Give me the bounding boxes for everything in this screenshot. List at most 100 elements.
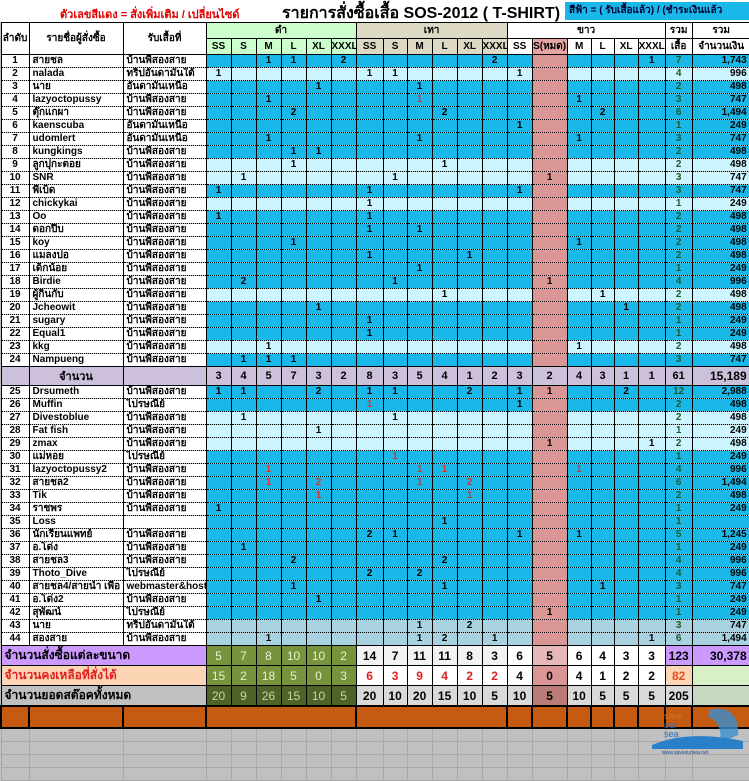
qty-cell[interactable] [613, 314, 639, 328]
qty-cell[interactable] [205, 353, 232, 367]
qty-cell[interactable] [355, 262, 384, 276]
qty-cell[interactable] [506, 353, 533, 367]
qty-cell[interactable] [255, 106, 282, 120]
row-total-amount[interactable]: 1,494 [691, 476, 749, 490]
qty-cell[interactable] [406, 593, 433, 607]
qty-cell[interactable] [506, 314, 533, 328]
qty-cell[interactable] [431, 398, 458, 412]
qty-cell[interactable] [280, 593, 307, 607]
qty-cell[interactable]: 1 [406, 463, 433, 477]
qty-cell[interactable]: 1 [305, 424, 332, 438]
qty-cell[interactable] [481, 593, 508, 607]
qty-cell[interactable] [230, 398, 257, 412]
qty-cell[interactable] [255, 288, 282, 302]
qty-cell[interactable] [481, 158, 508, 172]
qty-cell[interactable] [431, 593, 458, 607]
qty-cell[interactable] [456, 197, 483, 211]
qty-cell[interactable] [566, 106, 592, 120]
qty-cell[interactable] [431, 132, 458, 146]
empty-cell[interactable] [355, 767, 384, 781]
qty-cell[interactable] [431, 197, 458, 211]
qty-cell[interactable]: 1 [230, 541, 257, 555]
qty-cell[interactable]: 1 [382, 67, 408, 81]
row-total-shirts[interactable]: 5 [664, 528, 693, 542]
pickup-place[interactable]: บ้านพี่สองสาย [122, 340, 207, 354]
qty-cell[interactable] [506, 593, 533, 607]
qty-cell[interactable] [382, 93, 408, 107]
qty-cell[interactable] [456, 236, 483, 250]
empty-cell[interactable] [431, 754, 458, 768]
empty-cell[interactable] [664, 767, 693, 781]
qty-cell[interactable] [590, 80, 615, 94]
qty-cell[interactable] [230, 340, 257, 354]
buyer-name[interactable]: Divestoblue [28, 411, 124, 425]
qty-cell[interactable]: 1 [205, 67, 232, 81]
qty-cell[interactable] [456, 145, 483, 159]
qty-cell[interactable] [456, 119, 483, 133]
qty-cell[interactable] [613, 223, 639, 237]
qty-cell[interactable] [205, 262, 232, 276]
qty-cell[interactable] [305, 67, 332, 81]
qty-cell[interactable] [637, 93, 666, 107]
qty-cell[interactable]: 1 [355, 223, 384, 237]
row-total-amount[interactable]: 498 [691, 249, 749, 263]
empty-cell[interactable] [456, 727, 483, 742]
buyer-name[interactable]: นักเรียนแพทย์ [28, 528, 124, 542]
qty-cell[interactable] [230, 580, 257, 594]
qty-cell[interactable] [590, 236, 615, 250]
qty-cell[interactable] [431, 528, 458, 542]
qty-cell[interactable] [506, 145, 533, 159]
qty-cell[interactable] [431, 340, 458, 354]
empty-cell[interactable] [122, 727, 207, 742]
qty-cell[interactable] [382, 580, 408, 594]
pickup-place[interactable]: อันดามันเหนือ [122, 80, 207, 94]
empty-cell[interactable] [305, 727, 332, 742]
row-total-shirts[interactable]: 3 [664, 93, 693, 107]
qty-cell[interactable] [637, 554, 666, 568]
pickup-place[interactable]: อันดามันเหนือ [122, 132, 207, 146]
qty-cell[interactable] [506, 606, 533, 620]
qty-cell[interactable] [613, 210, 639, 224]
qty-cell[interactable] [330, 385, 357, 399]
row-total-shirts[interactable]: 3 [664, 580, 693, 594]
row-total-shirts[interactable]: 1 [664, 197, 693, 211]
qty-cell[interactable] [531, 619, 568, 633]
qty-cell[interactable] [431, 619, 458, 633]
qty-cell[interactable] [566, 210, 592, 224]
qty-cell[interactable] [230, 80, 257, 94]
qty-cell[interactable] [330, 171, 357, 185]
qty-cell[interactable] [406, 145, 433, 159]
qty-cell[interactable] [305, 184, 332, 198]
qty-cell[interactable] [355, 119, 384, 133]
qty-cell[interactable]: 1 [566, 132, 592, 146]
qty-cell[interactable] [613, 437, 639, 451]
row-total-shirts[interactable]: 2 [664, 236, 693, 250]
qty-cell[interactable] [590, 489, 615, 503]
empty-cell[interactable] [456, 741, 483, 755]
pickup-place[interactable]: บ้านพี่สองสาย [122, 554, 207, 568]
qty-cell[interactable]: 1 [590, 580, 615, 594]
qty-cell[interactable] [255, 275, 282, 289]
qty-cell[interactable] [590, 171, 615, 185]
qty-cell[interactable] [330, 210, 357, 224]
qty-cell[interactable] [406, 340, 433, 354]
qty-cell[interactable] [305, 515, 332, 529]
qty-cell[interactable] [481, 327, 508, 341]
buyer-name[interactable]: Drsumeth [28, 385, 124, 399]
qty-cell[interactable] [305, 171, 332, 185]
qty-cell[interactable] [456, 340, 483, 354]
pickup-place[interactable]: บ้านพี่สองสาย [122, 385, 207, 399]
row-total-amount[interactable]: 249 [691, 424, 749, 438]
qty-cell[interactable] [406, 158, 433, 172]
qty-cell[interactable]: 1 [382, 528, 408, 542]
pickup-place[interactable]: บ้านพี่สองสาย [122, 489, 207, 503]
buyer-name[interactable]: udomlert [28, 132, 124, 146]
qty-cell[interactable] [456, 93, 483, 107]
qty-cell[interactable] [382, 301, 408, 315]
qty-cell[interactable] [382, 314, 408, 328]
qty-cell[interactable] [230, 184, 257, 198]
row-total-amount[interactable]: 747 [691, 619, 749, 633]
qty-cell[interactable] [230, 619, 257, 633]
pickup-place[interactable]: บ้านพี่สองสาย [122, 632, 207, 646]
qty-cell[interactable] [280, 411, 307, 425]
